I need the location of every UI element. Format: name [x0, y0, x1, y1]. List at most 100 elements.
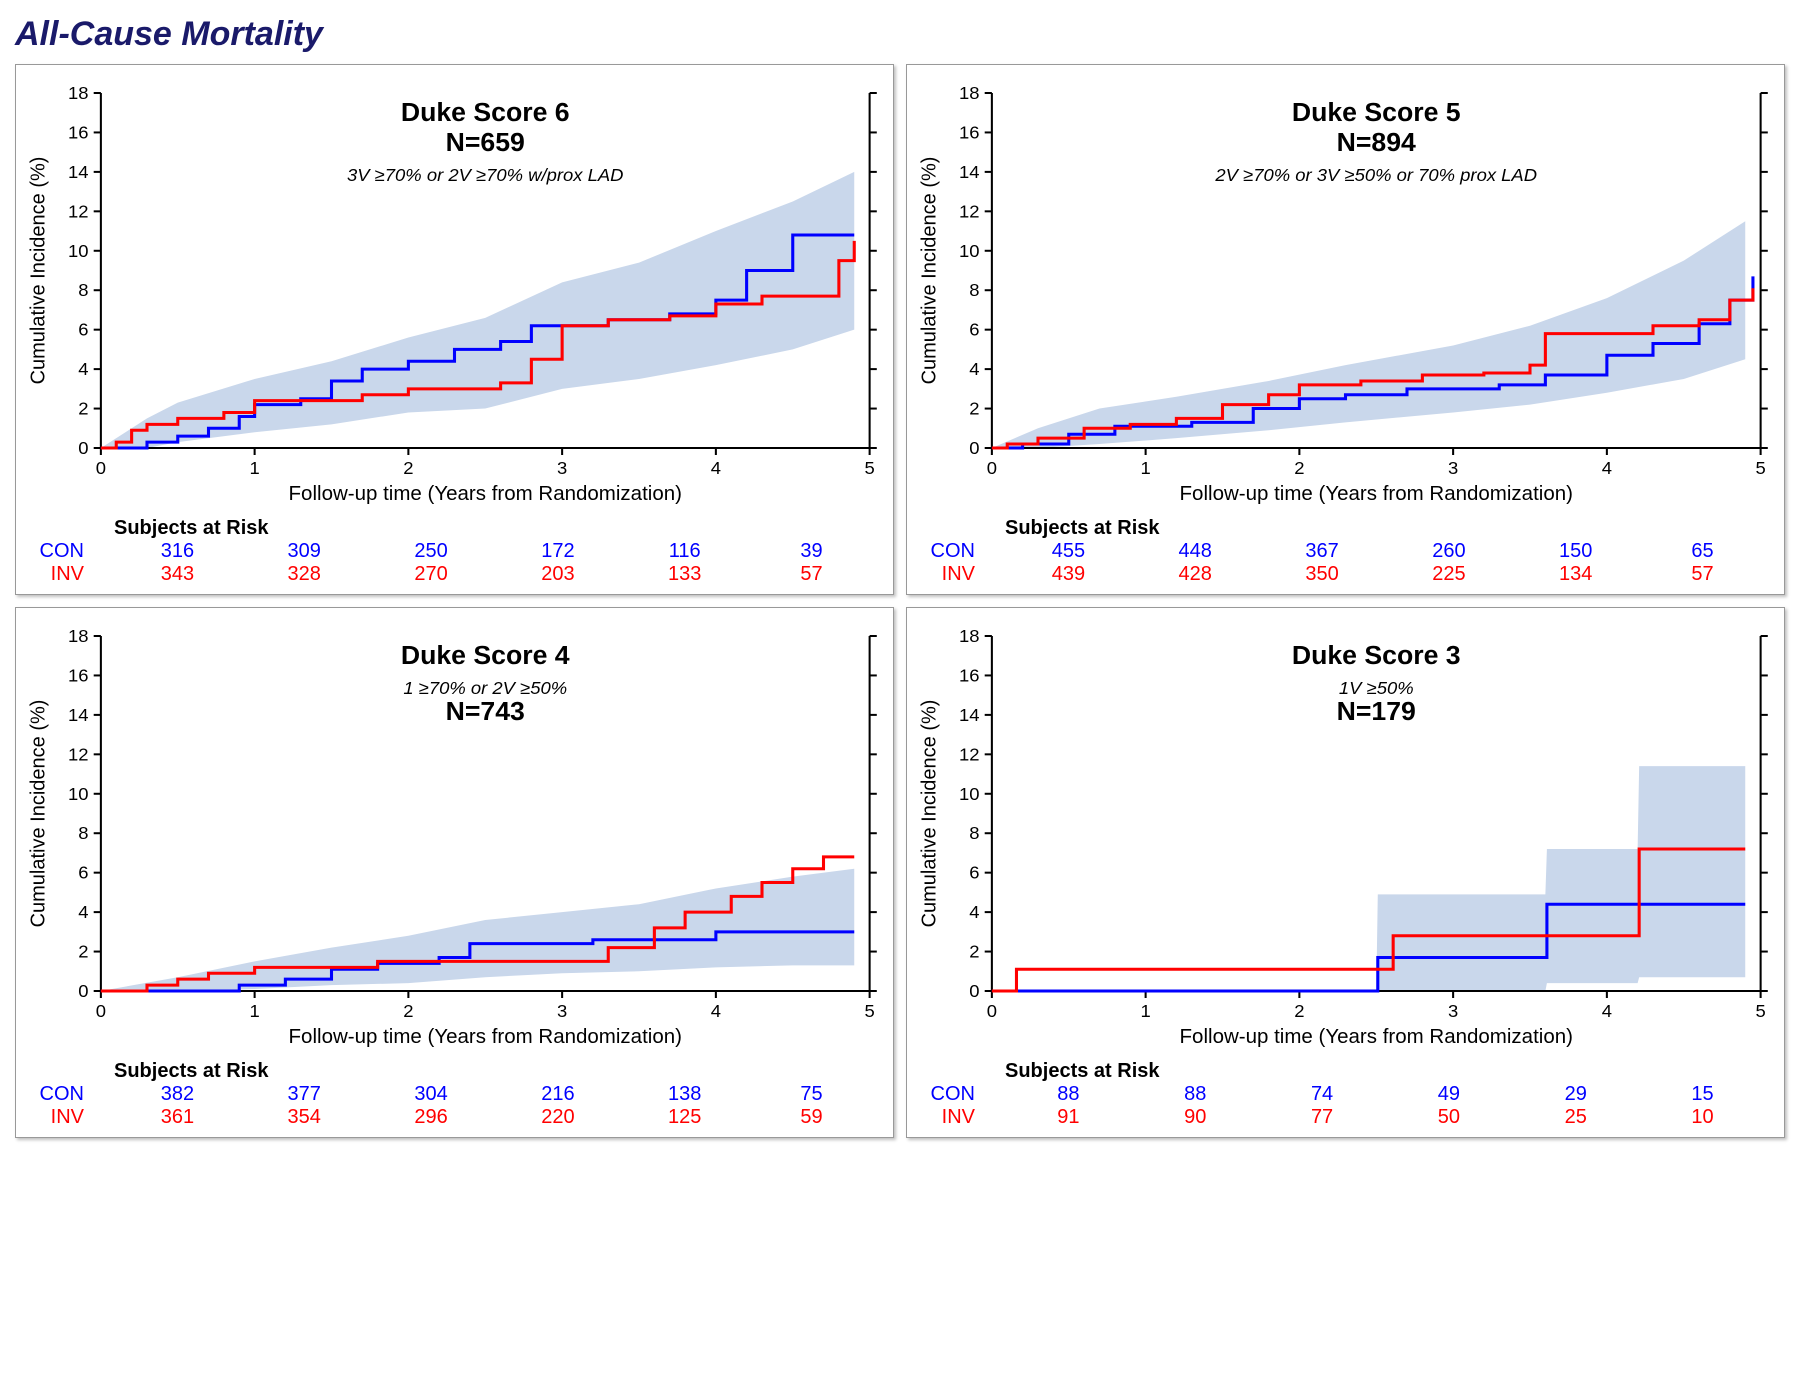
svg-text:0: 0 — [78, 438, 88, 458]
chart-title: Duke Score 3 — [1292, 640, 1461, 670]
risk-row-con: CON31630925017211639 — [24, 540, 885, 563]
svg-text:3: 3 — [557, 458, 567, 478]
risk-value: 296 — [368, 1106, 495, 1129]
x-axis-label: Follow-up time (Years from Randomization… — [1180, 1026, 1573, 1048]
risk-row-inv: INV919077502510 — [915, 1106, 1776, 1129]
svg-text:3: 3 — [1448, 458, 1458, 478]
svg-text:4: 4 — [78, 902, 88, 922]
chart-title: Duke Score 4 — [401, 640, 570, 670]
svg-text:6: 6 — [78, 863, 88, 883]
svg-text:6: 6 — [969, 863, 979, 883]
risk-group-label: INV — [915, 1106, 987, 1129]
risk-value: 448 — [1132, 540, 1259, 563]
svg-text:1: 1 — [249, 458, 259, 478]
risk-table: Subjects at RiskCON888874492915INV919077… — [915, 1060, 1776, 1129]
chart-subtitle: 1 ≥70% or 2V ≥50% — [403, 678, 567, 698]
risk-value: 134 — [1512, 563, 1639, 586]
chart-n: N=894 — [1337, 127, 1417, 157]
svg-text:12: 12 — [959, 745, 980, 765]
risk-value: 270 — [368, 563, 495, 586]
svg-text:12: 12 — [959, 202, 980, 222]
risk-row-con: CON45544836726015065 — [915, 540, 1776, 563]
svg-text:16: 16 — [68, 123, 89, 143]
svg-text:18: 18 — [68, 83, 89, 103]
svg-text:5: 5 — [1755, 458, 1765, 478]
risk-group-label: INV — [24, 1106, 96, 1129]
svg-text:3: 3 — [557, 1001, 567, 1021]
risk-value: 150 — [1512, 540, 1639, 563]
svg-text:14: 14 — [959, 162, 980, 182]
risk-row-inv: INV36135429622012559 — [24, 1106, 885, 1129]
svg-text:0: 0 — [96, 458, 106, 478]
risk-value: 88 — [1005, 1083, 1132, 1106]
svg-text:0: 0 — [969, 981, 979, 1001]
risk-group-label: CON — [915, 540, 987, 563]
svg-text:18: 18 — [68, 626, 89, 646]
risk-value: 250 — [368, 540, 495, 563]
risk-value: 133 — [621, 563, 748, 586]
svg-text:5: 5 — [864, 458, 874, 478]
risk-value: 125 — [621, 1106, 748, 1129]
risk-group-label: CON — [24, 540, 96, 563]
svg-text:1: 1 — [1140, 1001, 1150, 1021]
risk-value: 343 — [114, 563, 241, 586]
risk-value: 57 — [748, 563, 875, 586]
risk-row-con: CON888874492915 — [915, 1083, 1776, 1106]
chart-panel: 024681012141618012345Cumulative Incidenc… — [906, 607, 1785, 1138]
risk-value: 59 — [748, 1106, 875, 1129]
chart-subtitle: 1V ≥50% — [1339, 678, 1414, 698]
risk-group-label: INV — [915, 563, 987, 586]
risk-value: 10 — [1639, 1106, 1766, 1129]
svg-text:10: 10 — [959, 784, 980, 804]
svg-text:3: 3 — [1448, 1001, 1458, 1021]
risk-table: Subjects at RiskCON45544836726015065INV4… — [915, 517, 1776, 586]
risk-value: 138 — [621, 1083, 748, 1106]
chart-subtitle: 2V ≥70% or 3V ≥50% or 70% prox LAD — [1214, 165, 1537, 185]
chart-area: 024681012141618012345Cumulative Incidenc… — [24, 616, 885, 1056]
risk-value: 39 — [748, 540, 875, 563]
risk-value: 225 — [1385, 563, 1512, 586]
svg-text:8: 8 — [78, 823, 88, 843]
svg-text:8: 8 — [969, 823, 979, 843]
chart-panel: 024681012141618012345Cumulative Incidenc… — [906, 64, 1785, 595]
svg-text:2: 2 — [1294, 1001, 1304, 1021]
risk-value: 90 — [1132, 1106, 1259, 1129]
svg-text:6: 6 — [969, 320, 979, 340]
svg-text:14: 14 — [959, 705, 980, 725]
svg-text:10: 10 — [959, 241, 980, 261]
y-axis-label: Cumulative Incidence (%) — [27, 700, 49, 928]
svg-text:2: 2 — [78, 942, 88, 962]
svg-text:4: 4 — [1602, 458, 1612, 478]
svg-text:10: 10 — [68, 784, 89, 804]
risk-value: 428 — [1132, 563, 1259, 586]
risk-value: 77 — [1259, 1106, 1386, 1129]
x-axis-label: Follow-up time (Years from Randomization… — [289, 483, 682, 505]
chart-n: N=179 — [1337, 696, 1416, 726]
risk-value: 309 — [241, 540, 368, 563]
risk-value: 25 — [1512, 1106, 1639, 1129]
svg-text:2: 2 — [969, 399, 979, 419]
risk-row-inv: INV34332827020313357 — [24, 563, 885, 586]
svg-text:0: 0 — [969, 438, 979, 458]
risk-value: 382 — [114, 1083, 241, 1106]
svg-text:14: 14 — [68, 705, 89, 725]
risk-group-label: CON — [915, 1083, 987, 1106]
risk-value: 91 — [1005, 1106, 1132, 1129]
risk-row-con: CON38237730421613875 — [24, 1083, 885, 1106]
x-axis-label: Follow-up time (Years from Randomization… — [289, 1026, 682, 1048]
risk-value: 203 — [494, 563, 621, 586]
svg-text:4: 4 — [711, 458, 721, 478]
risk-value: 88 — [1132, 1083, 1259, 1106]
risk-value: 354 — [241, 1106, 368, 1129]
chart-panel: 024681012141618012345Cumulative Incidenc… — [15, 607, 894, 1138]
risk-value: 439 — [1005, 563, 1132, 586]
risk-value: 377 — [241, 1083, 368, 1106]
svg-text:10: 10 — [68, 241, 89, 261]
chart-title: Duke Score 6 — [401, 97, 570, 127]
svg-text:2: 2 — [403, 458, 413, 478]
risk-value: 172 — [494, 540, 621, 563]
risk-table: Subjects at RiskCON38237730421613875INV3… — [24, 1060, 885, 1129]
y-axis-label: Cumulative Incidence (%) — [918, 157, 940, 385]
svg-text:12: 12 — [68, 745, 89, 765]
svg-text:4: 4 — [1602, 1001, 1612, 1021]
